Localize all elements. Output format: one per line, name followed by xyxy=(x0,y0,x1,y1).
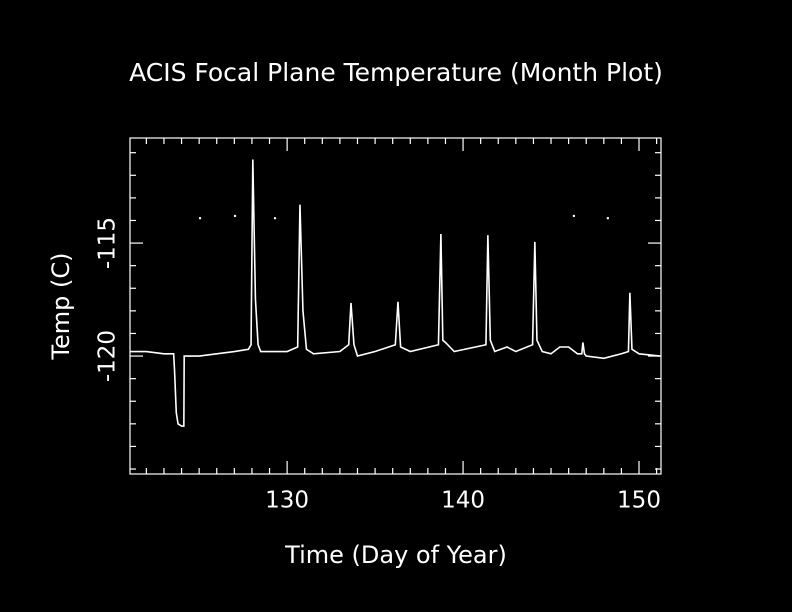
outlier-point xyxy=(233,214,237,218)
x-axis-label: Time (Day of Year) xyxy=(284,541,507,569)
x-tick-label: 150 xyxy=(617,488,661,514)
temperature-line xyxy=(130,159,661,427)
y-axis-label: Temp (C) xyxy=(47,252,75,360)
x-tick-label: 130 xyxy=(265,488,309,514)
x-tick-label: 140 xyxy=(441,488,485,514)
outlier-point xyxy=(198,217,202,220)
plot-frame xyxy=(129,137,662,475)
chart-title: ACIS Focal Plane Temperature (Month Plot… xyxy=(129,58,663,87)
outlier-point xyxy=(273,217,277,220)
y-tick-label: -115 xyxy=(95,217,121,269)
outlier-point xyxy=(606,217,610,220)
outlier-point xyxy=(572,214,576,218)
y-tick-label: -120 xyxy=(95,330,121,382)
